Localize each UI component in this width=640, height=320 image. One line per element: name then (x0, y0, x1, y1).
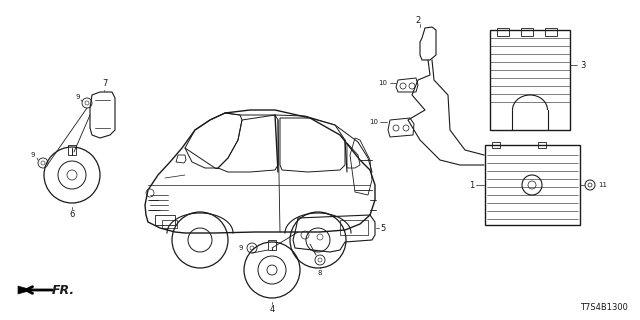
Bar (340, 220, 368, 235)
Bar (155, 215, 175, 225)
Bar (162, 220, 177, 228)
Bar (490, 30, 570, 130)
Text: 3: 3 (580, 60, 586, 69)
Polygon shape (18, 286, 32, 294)
Bar (68, 145, 76, 155)
Text: 5: 5 (380, 223, 385, 233)
Text: 9: 9 (31, 152, 35, 158)
Text: 10: 10 (378, 80, 387, 86)
Bar (521, 28, 533, 36)
Bar (538, 142, 546, 148)
Text: 2: 2 (415, 16, 420, 25)
Text: T7S4B1300: T7S4B1300 (580, 303, 628, 312)
Text: 11: 11 (598, 182, 607, 188)
Text: 9: 9 (76, 94, 80, 100)
Text: 1: 1 (468, 180, 474, 189)
Text: 10: 10 (369, 119, 378, 125)
Text: 9: 9 (239, 245, 243, 251)
Text: 7: 7 (102, 79, 108, 88)
Text: FR.: FR. (52, 284, 75, 297)
Bar (497, 28, 509, 36)
Bar (492, 142, 500, 148)
Text: 4: 4 (269, 305, 275, 314)
Bar (268, 240, 276, 250)
Bar (485, 145, 580, 225)
Text: 8: 8 (317, 270, 323, 276)
Bar (545, 28, 557, 36)
Text: 6: 6 (69, 210, 75, 219)
